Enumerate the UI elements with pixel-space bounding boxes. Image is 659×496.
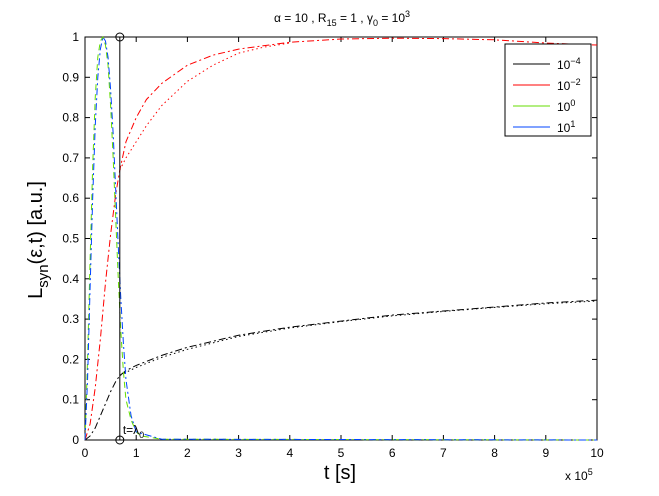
t-lambda-marker-top-circle [115,32,125,42]
y-tick-label: 0.1 [62,393,79,407]
series-line-0 [84,299,598,441]
series-line-1 [119,300,598,376]
x-tick-label: 6 [389,446,396,460]
x-tick-label: 8 [491,446,498,460]
x-tick-label: 1 [133,446,140,460]
y-tick-label: 0.7 [62,151,79,165]
series-line-3 [119,42,290,171]
legend-label-3: 101 [557,119,575,135]
x-tick-label: 10 [590,446,604,460]
legend-box [504,43,592,137]
y-tick-label: 0 [72,433,79,447]
x-tick-label: 7 [440,446,447,460]
y-tick-label: 0.2 [62,352,79,366]
y-tick-label: 0.6 [62,191,79,205]
series-layer [84,35,598,441]
series-line-4 [84,35,598,441]
x-tick-label: 2 [184,446,191,460]
legend: 10−4 10−2 100 101 [504,43,592,137]
y-tick-label: 0.3 [62,312,79,326]
x-tick-label: 9 [542,446,549,460]
t-lambda-annotation: t=λ0 [123,423,144,440]
y-tick-label: 0.5 [62,232,79,246]
y-tick-label: 0.8 [62,111,79,125]
y-tick-label: 1 [72,30,79,44]
legend-label-0: 10−4 [557,56,581,72]
x-tick-label: 5 [338,446,345,460]
series-line-2 [84,37,598,441]
x-tick-label: 4 [286,446,293,460]
chart-title: α = 10 , R15 = 1 , γ0 = 103 [274,9,410,28]
t-lambda-marker-bottom-circle [115,435,125,445]
x-exponent-label: x 105 [565,467,593,483]
axis-ticks: 0 1 2 3 4 5 6 7 8 9 1000.10.20.30.40.50.60.70.80.9… [62,30,604,460]
x-tick-label: 3 [235,446,242,460]
y-tick-label: 0.4 [62,272,79,286]
x-axis-label: t [s] [324,462,356,484]
y-tick-label: 0.9 [62,70,79,84]
legend-label-2: 100 [557,98,575,114]
y-axis-label: Lsyn(ε,t) [a.u.] [25,181,52,299]
series-line-5 [84,35,598,441]
legend-label-1: 10−2 [557,77,581,93]
x-tick-label: 0 [82,446,89,460]
